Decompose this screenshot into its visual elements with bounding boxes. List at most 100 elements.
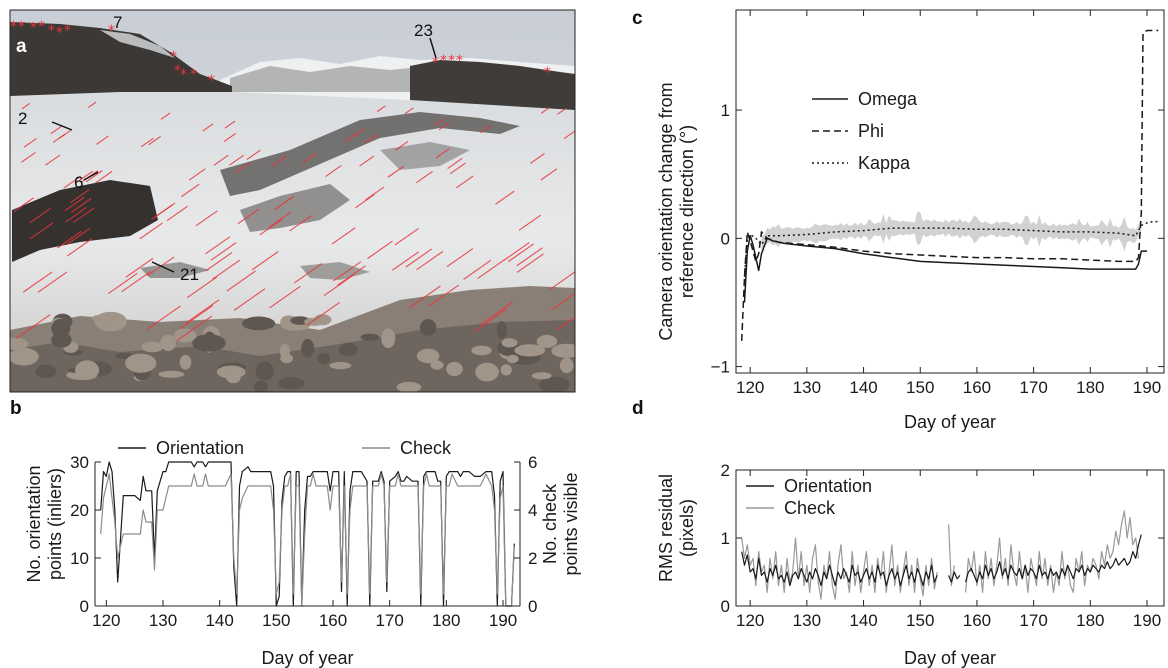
ice-marker [394,228,419,246]
photo-label-21: 21 [180,265,199,284]
boulder [255,361,274,381]
photo-label-2: 2 [18,109,27,128]
y-axis-label: Camera orientation change fromreference … [656,82,697,340]
boulder [419,319,437,336]
boulder [125,353,157,373]
ice-marker [212,259,241,280]
ice-marker [15,314,51,339]
ice-marker [364,134,378,144]
x-tick-label: 160 [963,378,991,397]
y-tick-label: 0 [721,229,730,248]
boulder [141,341,164,353]
ice-marker [549,271,575,290]
ice-marker [166,205,188,222]
ice-marker [333,261,362,282]
boulder [500,364,512,376]
ridge-star: * [440,53,447,69]
boulder [35,364,57,379]
boulder [241,316,276,331]
ice-marker [359,155,375,167]
boulder [496,321,507,339]
ice-marker [551,292,575,311]
uncertainty-band [761,211,1142,254]
ice-marker [76,170,94,183]
ridge-star: * [208,73,215,89]
ice-marker [13,197,34,212]
ice-marker [233,288,266,311]
x-tick-label: 150 [906,378,934,397]
ice-marker [21,102,31,110]
boulder [396,381,422,392]
ice-marker [22,271,53,293]
ice-marker [563,130,575,140]
ridge-star: * [64,23,71,39]
ice-marker [376,105,386,113]
x-tick-label: 170 [1019,378,1047,397]
photo-border [9,9,576,393]
x-tick-label: 180 [1076,378,1104,397]
boulder [416,348,440,364]
legend: Omega Phi Kappa [812,89,918,173]
boulder [329,361,352,370]
ice-marker [229,154,245,166]
left-mountain-snow [100,30,175,58]
boulder [501,338,518,348]
boulder [446,361,463,377]
ice-marker [181,183,200,198]
boulder [91,314,117,322]
ice-marker [416,250,444,271]
x-tick-label: 160 [963,611,991,630]
series-line-check [741,510,1140,600]
ice-marker [555,316,575,331]
ice-marker [52,133,66,143]
ice-marker [518,214,542,231]
boulder [317,353,331,365]
legend-label: Check [400,438,452,458]
ice-marker [325,165,342,178]
y-tick-label-right: 4 [528,501,537,520]
y-tick-label: 1 [721,101,730,120]
x-tick-label: 130 [793,378,821,397]
ice-marker [226,270,256,292]
x-tick-label: 180 [432,611,460,630]
ice-marker [480,301,514,326]
ice-marker [23,138,37,148]
boulder [301,339,315,358]
boulder [160,334,177,351]
crevasse-band-3 [380,142,470,170]
panel-letter-d: d [632,398,644,419]
ridge-star: * [18,19,25,35]
ice-marker [447,157,463,169]
ridge-star: * [30,20,37,36]
ice-marker [224,120,236,129]
ridge-star: * [544,65,551,81]
legend-label: Check [784,498,836,518]
dark-moraine [12,180,158,262]
ice-marker [125,257,154,278]
ridge-star: * [180,67,187,83]
x-tick-label: 190 [1133,378,1161,397]
ice-marker [246,149,261,161]
legend-label: Kappa [858,153,911,173]
ice-marker [70,198,92,213]
ice-marker [269,285,301,309]
ice-marker [508,243,535,263]
ice-marker [274,195,295,211]
x-tick-label: 130 [149,611,177,630]
arrow-21 [151,261,175,273]
boulder [514,344,546,357]
ice-marker [139,222,163,240]
ice-marker [205,251,233,272]
x-tick-label: 190 [489,611,517,630]
ice-marker [108,272,138,295]
ice-marker [540,168,558,181]
ice-marker [66,238,93,257]
ice-marker [29,222,54,240]
ridge-star: * [456,53,463,69]
x-tick-label: 130 [793,611,821,630]
y-tick-label-left: 0 [80,597,89,616]
ice-marker [96,135,109,145]
boulder [279,343,290,359]
arrow-23 [429,37,437,59]
ice-marker [269,211,292,228]
